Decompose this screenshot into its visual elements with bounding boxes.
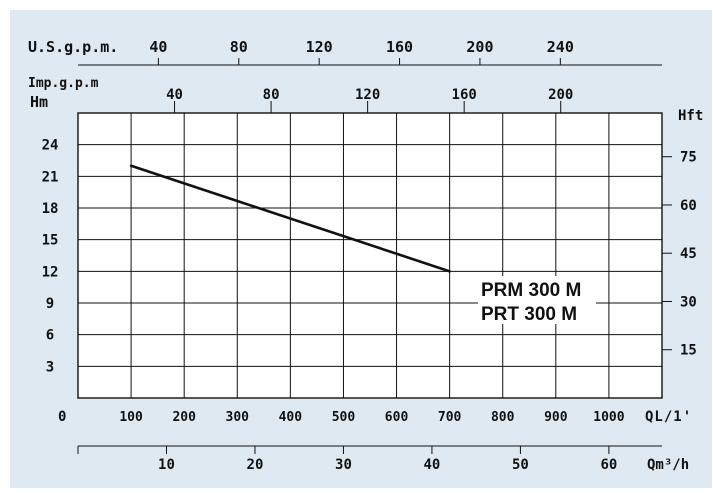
x-tick-label-ql: 700 [438,410,462,425]
usgpm-tick-label: 160 [386,38,413,56]
hft-axis-label: Hft [678,108,703,124]
axes: 100 200 300 400 500 600 700 800 900 1000369121518… [42,38,697,473]
y-tick-label-hm: 21 [42,169,59,185]
usgpm-tick-label: 80 [230,38,248,56]
qm3h-tick-label: 30 [335,457,352,473]
x-tick-label-ql: 1000 [593,410,624,425]
qm3h-tick-label: 20 [247,457,264,473]
x-tick-label-ql: 500 [332,410,356,425]
qm3h-tick-label: 40 [424,457,441,473]
x-tick-label-ql: 100 [119,410,143,425]
y-tick-label-hm: 3 [46,359,54,375]
y-tick-label-hft: 15 [680,343,697,359]
y-tick-label-hft: 45 [680,246,697,262]
x-tick-label-ql: 800 [491,410,515,425]
y-tick-label-hm: 12 [42,264,59,280]
y-tick-label-hm: 6 [46,328,54,344]
usgpm-tick-label: 200 [466,38,493,56]
impgpm-tick-label: 80 [263,87,280,103]
qm3h-axis-label: Qm³/h [647,457,689,473]
x-tick-label-ql: 200 [172,410,196,425]
x-tick-label-ql: 300 [226,410,250,425]
x-tick-label-ql: 600 [385,410,409,425]
performance-curve [129,164,451,273]
x-tick-label-ql: 400 [279,410,303,425]
usgpm-tick-label: 240 [547,38,574,56]
y-tick-label-hm: 24 [42,138,59,154]
usgpm-tick-label: 40 [149,38,167,56]
y-tick-label-hm: 18 [42,201,59,217]
hm-axis-label: Hm [30,93,48,111]
ql-axis-label: QL/1' [645,409,692,425]
usgpm-tick-label: 120 [306,38,333,56]
zero-label: 0 [58,409,66,425]
x-tick-label-ql: 900 [544,410,568,425]
y-tick-label-hft: 75 [680,150,697,166]
qm3h-tick-label: 10 [158,457,175,473]
usgpm-axis-label: U.S.g.p.m. [28,38,118,56]
y-tick-label-hm: 9 [46,296,54,312]
model-label-prm: PRM 300 M [481,280,581,301]
impgpm-tick-label: 40 [166,87,183,103]
series [129,164,451,273]
y-tick-label-hm: 15 [42,233,59,249]
y-tick-label-hft: 60 [680,198,697,214]
qm3h-tick-label: 50 [512,457,529,473]
grid [77,112,663,399]
y-tick-label-hft: 30 [680,294,697,310]
impgpm-axis-label: Imp.g.p.m [28,76,99,91]
model-label-background [478,276,596,324]
impgpm-tick-label: 160 [452,87,477,103]
model-label-prt: PRT 300 M [481,304,577,325]
qm3h-tick-label: 60 [600,457,617,473]
plot-area [77,112,663,399]
impgpm-tick-label: 200 [548,87,573,103]
impgpm-tick-label: 120 [355,87,380,103]
